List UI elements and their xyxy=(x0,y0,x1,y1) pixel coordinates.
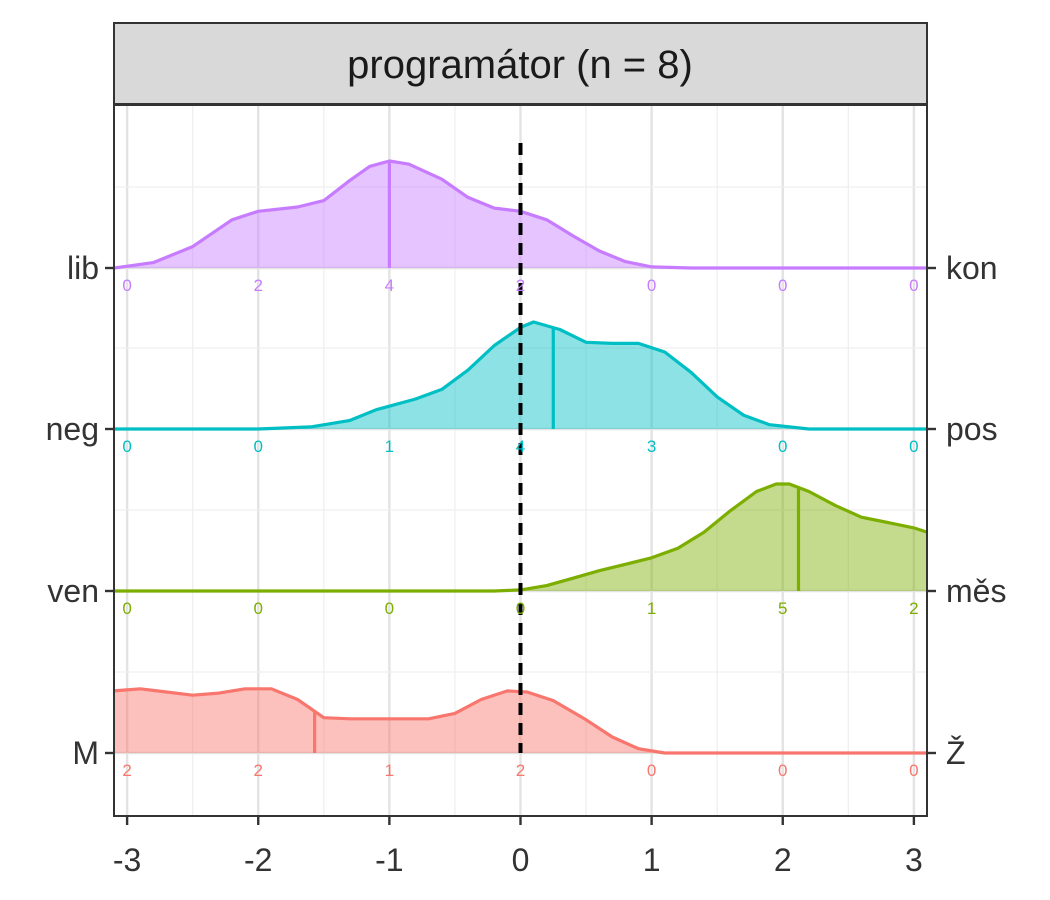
density-line-M xyxy=(113,687,927,755)
count-label: 2 xyxy=(516,761,525,780)
y-label-right: kon xyxy=(946,250,998,286)
y-label-left: M xyxy=(72,735,99,771)
count-label: 0 xyxy=(254,437,263,456)
count-label: 0 xyxy=(647,761,656,780)
count-label: 0 xyxy=(778,276,787,295)
count-label: 5 xyxy=(778,599,787,618)
facet-strip xyxy=(113,22,928,105)
x-tick-label: 3 xyxy=(905,842,923,878)
y-axis-right: kon pos měs Ž xyxy=(927,250,1006,771)
y-label-right: měs xyxy=(946,573,1006,609)
density-line-ven xyxy=(114,482,928,593)
x-tick-label: 2 xyxy=(774,842,792,878)
count-label: 0 xyxy=(385,599,394,618)
x-tick-label: -1 xyxy=(375,842,403,878)
y-label-left: neg xyxy=(46,411,99,447)
count-label: 0 xyxy=(909,761,918,780)
y-label-right: pos xyxy=(946,411,998,447)
count-label: 2 xyxy=(254,761,263,780)
count-labels: 0 2 4 2 0 0 0 0 0 1 4 3 0 0 0 0 0 0 1 5 2 2 2 1 2 0 0 0 xyxy=(122,276,918,780)
count-label: 1 xyxy=(385,437,394,456)
x-tick-label: 1 xyxy=(643,842,661,878)
count-label: 1 xyxy=(647,599,656,618)
x-tick-label: -3 xyxy=(113,842,141,878)
count-label: 2 xyxy=(516,276,525,295)
count-label: 3 xyxy=(647,437,656,456)
count-label: 2 xyxy=(909,599,918,618)
count-label: 0 xyxy=(122,437,131,456)
count-label: 0 xyxy=(909,276,918,295)
density-area-ven xyxy=(114,484,927,591)
count-label: 1 xyxy=(385,761,394,780)
facet-title: programátor (n = 8) xyxy=(347,43,693,87)
count-label: 2 xyxy=(254,276,263,295)
y-label-left: lib xyxy=(67,250,99,286)
count-label: 4 xyxy=(385,276,394,295)
density-line-lib xyxy=(113,159,927,270)
x-tick-label: -2 xyxy=(244,842,272,878)
count-label: 0 xyxy=(122,599,131,618)
count-label: 0 xyxy=(254,599,263,618)
count-label: 2 xyxy=(122,761,131,780)
count-label: 0 xyxy=(778,437,787,456)
density-area-M xyxy=(114,688,927,753)
x-axis: -3 -2 -1 0 1 2 3 xyxy=(113,816,923,878)
count-label: 0 xyxy=(909,437,918,456)
count-label: 4 xyxy=(516,437,525,456)
count-label: 0 xyxy=(516,599,525,618)
y-axis-left: lib neg ven M xyxy=(46,250,114,771)
count-label: 0 xyxy=(647,276,656,295)
x-tick-label: 0 xyxy=(512,842,530,878)
y-label-right: Ž xyxy=(946,735,966,771)
density-line-neg xyxy=(114,320,927,431)
y-label-left: ven xyxy=(47,573,99,609)
count-label: 0 xyxy=(778,761,787,780)
count-label: 0 xyxy=(122,276,131,295)
